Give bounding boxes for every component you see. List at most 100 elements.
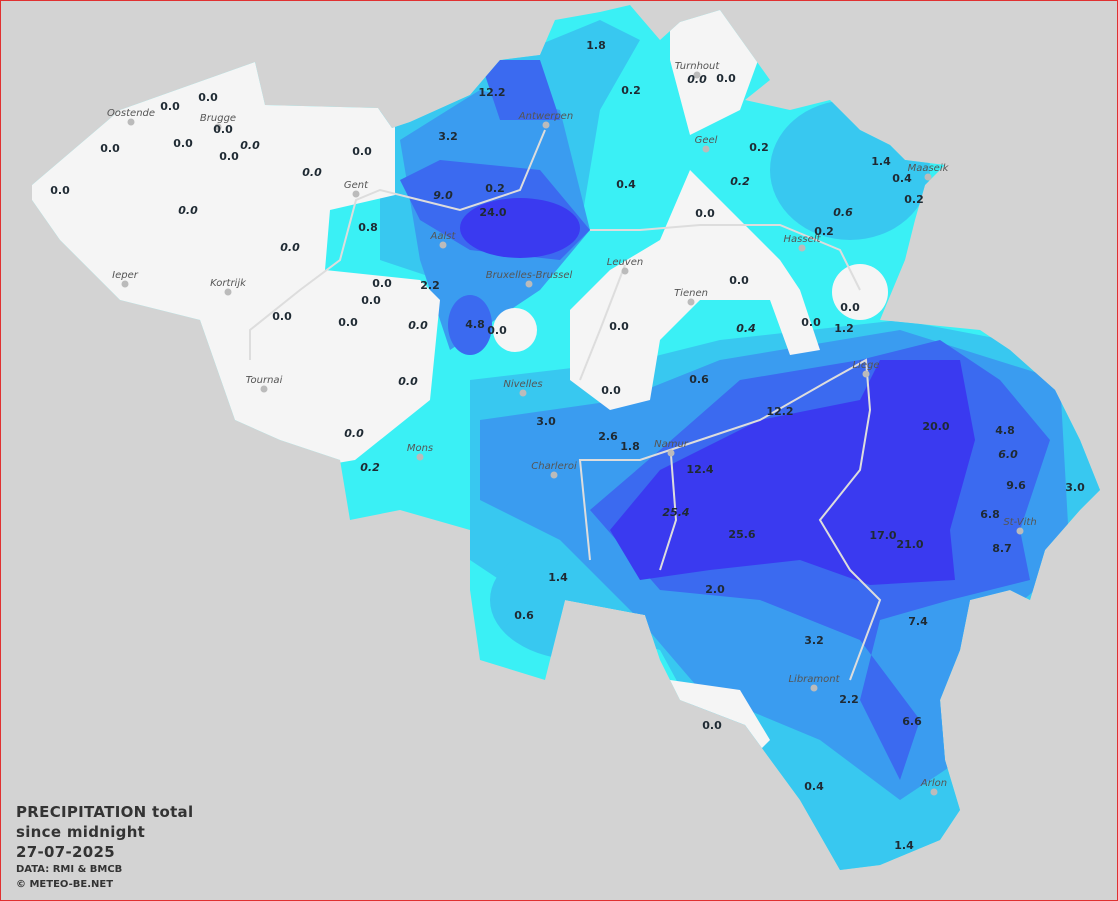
river-scheldt: [249, 129, 546, 360]
rain-observation: 0.0: [687, 73, 707, 86]
city-label: Tournai: [246, 375, 283, 386]
rain-observation: 9.6: [1006, 479, 1026, 492]
rain-observation: 0.0: [702, 719, 722, 732]
rain-observation: 0.0: [398, 375, 418, 388]
city-dot: [693, 71, 701, 79]
city-charleroi: Charleroi: [531, 461, 577, 479]
rain-observation: 0.0: [352, 145, 372, 158]
rain-observation: 8.7: [992, 542, 1012, 555]
city-geel: Geel: [695, 135, 718, 153]
city-liege: Liege: [852, 360, 880, 378]
city-dot: [439, 241, 447, 249]
rain-observation: 0.0: [338, 316, 358, 329]
city-dot: [352, 190, 360, 198]
city-label: Namur: [654, 439, 689, 450]
city-label: Brugge: [200, 113, 236, 124]
city-leuven: Leuven: [607, 257, 643, 275]
rain-observation: 1.4: [871, 155, 891, 168]
rain-observation: 0.0: [280, 241, 300, 254]
city-label: Ieper: [112, 270, 139, 281]
city-label: Antwerpen: [518, 111, 573, 122]
rain-observation: 1.4: [548, 571, 568, 584]
river-meuse-south: [659, 454, 678, 571]
legend-copyright: © METEO-BE.NET: [16, 879, 114, 890]
rain-observation: 0.2: [749, 141, 769, 154]
city-maaseik: Maaseik: [908, 163, 950, 181]
city-ieper: Ieper: [112, 270, 139, 288]
city-turnhout: Turnhout: [675, 61, 720, 79]
city-dot: [924, 173, 932, 181]
legend-subtitle: since midnight: [16, 823, 146, 841]
city-tournai: Tournai: [246, 375, 283, 393]
rain-observation: 2.2: [420, 279, 440, 292]
rain-observation: 0.0: [487, 324, 507, 337]
rain-observation: 0.0: [240, 139, 260, 152]
city-label: Nivelles: [503, 379, 542, 390]
legend-data-source: DATA: RMI & BMCB: [16, 864, 123, 875]
rain-observation: 0.0: [50, 184, 70, 197]
city-label: Libramont: [788, 674, 840, 685]
rain-observation: 0.0: [361, 294, 381, 307]
city-label: Maaseik: [908, 163, 950, 174]
city-antwerpen: Antwerpen: [518, 111, 573, 129]
city-label: Leuven: [607, 257, 643, 268]
city-label: Tienen: [674, 288, 708, 299]
rain-observation: 1.8: [586, 39, 606, 52]
city-dot: [1016, 527, 1024, 535]
city-dot: [687, 298, 695, 306]
rain-observation: 0.0: [100, 142, 120, 155]
rain-observation: 0.4: [616, 178, 636, 191]
rain-observation: 6.8: [980, 508, 1000, 521]
city-label: Geel: [695, 135, 718, 146]
rain-observation: 0.8: [358, 221, 378, 234]
city-dot: [542, 121, 550, 129]
rain-observation: 3.0: [1065, 481, 1085, 494]
city-dot: [702, 145, 710, 153]
rain-observation: 0.0: [178, 204, 198, 217]
albert-canal: [590, 224, 861, 291]
rain-observation: 0.4: [736, 322, 756, 335]
rain-observation: 0.4: [804, 780, 824, 793]
rain-observation: 4.8: [995, 424, 1015, 437]
rain-observation: 17.0: [869, 529, 896, 542]
city-oostende: Oostende: [107, 108, 155, 126]
city-dot: [621, 267, 629, 275]
city-mons: Mons: [407, 443, 433, 461]
city-dot: [862, 370, 870, 378]
city-dot: [798, 244, 806, 252]
legend: PRECIPITATION total since midnight 27-07…: [16, 802, 193, 892]
rain-observation: 0.0: [801, 316, 821, 329]
rain-observation: 0.0: [272, 310, 292, 323]
city-label: Liege: [852, 360, 879, 371]
rain-observation: 0.6: [833, 206, 853, 219]
rain-observation: 25.4: [662, 506, 689, 519]
city-dot: [810, 684, 818, 692]
rain-observation: 0.0: [695, 207, 715, 220]
rain-observation: 0.2: [730, 175, 750, 188]
legend-date: 27-07-2025: [16, 843, 115, 861]
city-dot: [930, 788, 938, 796]
rain-observation: 0.0: [601, 384, 621, 397]
city-label: Oostende: [107, 108, 155, 119]
rain-observation: 12.4: [686, 463, 713, 476]
city-hasselt: Hasselt: [784, 234, 822, 252]
city-dot: [416, 453, 424, 461]
city-brugge: Brugge: [200, 113, 236, 131]
city-tienen: Tienen: [674, 288, 708, 306]
city-label: Aalst: [430, 231, 457, 242]
city-kortrijk: Kortrijk: [210, 278, 247, 296]
city-dot: [224, 288, 232, 296]
rain-observation: 0.0: [219, 150, 239, 163]
city-aalst: Aalst: [430, 231, 457, 249]
rain-observation: 12.2: [478, 86, 505, 99]
city-libramont: Libramont: [788, 674, 841, 692]
city-label: Hasselt: [784, 234, 822, 245]
city-dot: [214, 123, 222, 131]
rain-observation: 6.0: [998, 448, 1018, 461]
city-gent: Gent: [344, 180, 369, 198]
rain-observation: 0.0: [372, 277, 392, 290]
rain-observation: 1.2: [834, 322, 854, 335]
rain-observation: 0.2: [814, 225, 834, 238]
